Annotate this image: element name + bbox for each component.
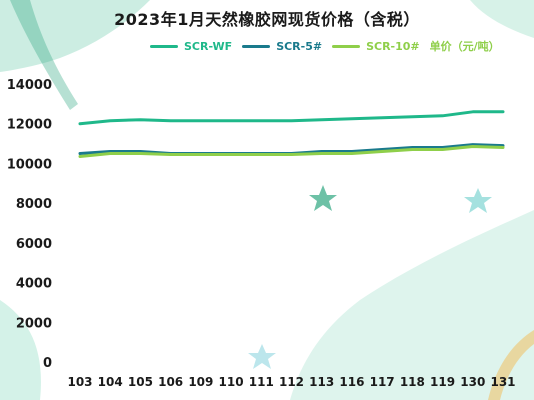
flower-icon-bottom [248, 344, 276, 369]
flower-icon-center [309, 185, 337, 211]
x-tick-label: 116 [339, 375, 364, 389]
x-tick-label: 106 [158, 375, 183, 389]
x-tick-label: 103 [67, 375, 92, 389]
x-tick-label: 113 [309, 375, 334, 389]
legend-label-scr-wf: SCR-WF [184, 39, 233, 53]
leaf-decoration-top-right [470, 0, 534, 38]
legend-swatch-scr-5 [242, 44, 271, 48]
wave-decoration-bottom-right [290, 210, 534, 400]
y-tick-label: 6000 [16, 237, 52, 252]
x-tick-label: 110 [219, 375, 244, 389]
y-tick-label: 12000 [7, 118, 52, 133]
x-tick-label: 130 [460, 375, 485, 389]
x-tick-label: 105 [128, 375, 153, 389]
x-tick-label: 119 [430, 375, 455, 389]
y-tick-label: 4000 [16, 277, 52, 292]
legend-label-scr-5: SCR-5# [276, 39, 323, 53]
legend-label-scr-10: SCR-10# [366, 39, 420, 53]
x-tick-label: 109 [188, 375, 213, 389]
chart-title: 2023年1月天然橡胶网现货价格（含税） [114, 10, 420, 29]
x-tick-label: 111 [249, 375, 274, 389]
palm-leaf-top-left [10, 0, 78, 110]
leaf-decoration-top-left [0, 0, 150, 72]
palm-leaf-bottom-right [488, 330, 534, 400]
y-tick-label: 14000 [7, 78, 52, 93]
series-line-scr-10 [78, 145, 505, 158]
wave-decoration-bottom-left [0, 300, 41, 400]
x-tick-label: 131 [490, 375, 515, 389]
x-tick-label: 117 [370, 375, 395, 389]
flower-icon-right [464, 188, 492, 213]
legend-swatch-scr-10 [332, 44, 361, 48]
y-tick-label: 10000 [7, 157, 52, 172]
legend-unit-label: 单价（元/吨） [429, 40, 500, 53]
legend-item-scr-10: SCR-10# [332, 40, 420, 53]
y-tick-label: 0 [43, 356, 52, 371]
legend-item-scr-5: SCR-5# [242, 40, 322, 53]
x-tick-label: 112 [279, 375, 304, 389]
series-line-scr-wf [78, 110, 505, 126]
x-tick-label: 118 [400, 375, 425, 389]
y-tick-label: 2000 [16, 316, 52, 331]
chart-legend: SCR-WF SCR-5# SCR-10# 单价（元/吨） [150, 38, 500, 54]
legend-item-scr-wf: SCR-WF [150, 40, 232, 53]
y-tick-label: 8000 [16, 197, 52, 212]
legend-swatch-scr-wf [150, 44, 178, 48]
x-tick-label: 104 [98, 375, 123, 389]
